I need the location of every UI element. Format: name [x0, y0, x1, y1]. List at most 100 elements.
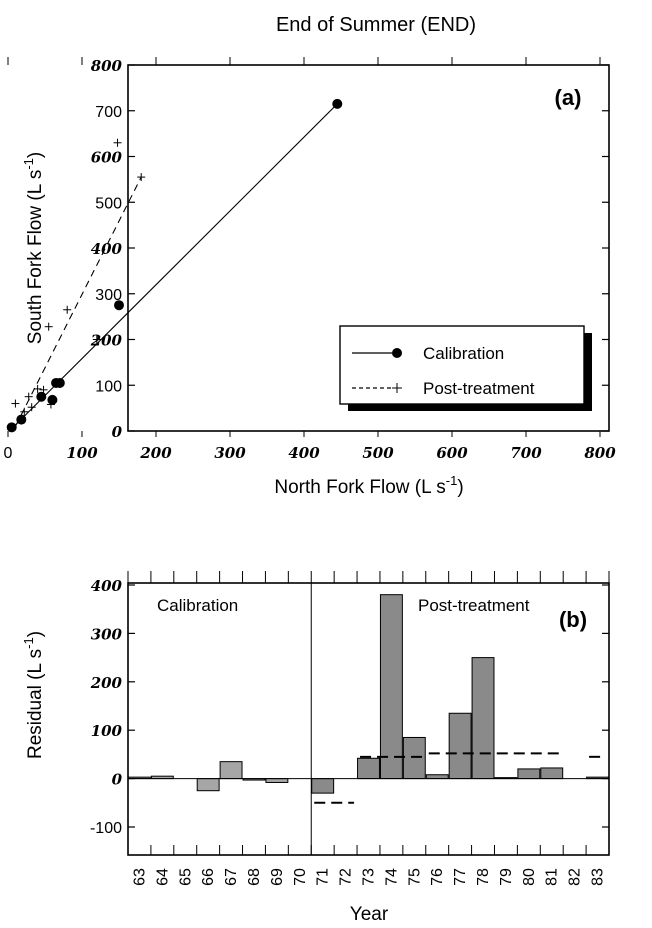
y-tick-label-b: 200 — [90, 674, 123, 692]
legend-post-treatment-label: Post-treatment — [423, 379, 535, 398]
year-label-81: 81 — [544, 868, 561, 886]
bar-73 — [357, 757, 380, 780]
x-tick-label-a: 300 — [214, 444, 246, 462]
legend-box — [339, 325, 585, 405]
y-tick-label-b: -100 — [90, 820, 122, 837]
post-treatment-fit-line — [14, 176, 142, 427]
year-label-72: 72 — [338, 868, 355, 886]
axis-ticks-a — [7, 57, 609, 437]
post-treatment-point — [11, 399, 20, 408]
year-label-69: 69 — [269, 868, 286, 886]
bar-77 — [448, 712, 472, 780]
bar-67 — [219, 761, 243, 780]
panel-label-b: (b) — [559, 607, 587, 632]
y-tick-label-a: 100 — [95, 378, 122, 395]
bar-71 — [311, 778, 335, 794]
legend-calibration-marker — [392, 348, 402, 358]
calibration-point — [114, 300, 124, 311]
y-tick-label-a: 0 — [112, 423, 123, 441]
year-label-83: 83 — [590, 868, 607, 886]
post-treatment-point — [63, 305, 72, 314]
chart-title: End of Summer (END) — [276, 14, 476, 36]
y-tick-label-a: 200 — [90, 332, 123, 350]
data-points-a — [6, 98, 343, 433]
axis-ticks-b — [127, 571, 610, 855]
calibration-point — [54, 377, 65, 388]
year-label-67: 67 — [223, 868, 240, 886]
calibration-point — [6, 422, 17, 433]
post-treatment-point — [92, 335, 101, 344]
year-tick-labels: 63 64 65 66 67 68 69 70 71 72 73 74 75 76 77 78 79 80 81 82… — [131, 868, 606, 886]
bar-66 — [196, 778, 220, 792]
year-label-75: 75 — [406, 868, 423, 886]
year-label-76: 76 — [429, 868, 446, 886]
y-tick-label-a: 500 — [95, 195, 122, 212]
x-tick-labels-a: 0 100 200 300 400 500 600 700 800 — [4, 444, 617, 462]
post-treatment-point — [39, 385, 48, 394]
calibration-point — [47, 394, 58, 405]
y-tick-labels-b: -100 0 100 200 300 400 — [90, 577, 123, 837]
calibration-point — [16, 414, 27, 425]
panel-b-bars: -100 0 100 200 300 400 63 64 65 66 67 68 69 70 71 72 73… — [21, 571, 610, 925]
year-label-74: 74 — [383, 868, 400, 886]
x-tick-label-a: 400 — [288, 444, 320, 462]
x-tick-label-a: 500 — [362, 444, 394, 462]
y-tick-label-a: 600 — [91, 149, 123, 167]
post-treatment-point — [46, 400, 55, 409]
bar-80 — [517, 768, 541, 780]
bar-75 — [402, 736, 426, 780]
y-tick-label-a: 700 — [95, 104, 122, 121]
post-treatment-point — [44, 322, 53, 331]
y-tick-label-a: 800 — [91, 57, 123, 75]
post-treatment-point — [20, 407, 29, 416]
x-tick-label-a: 0 — [4, 445, 13, 462]
post-treatment-point — [33, 384, 42, 393]
post-treatment-point — [137, 173, 146, 182]
year-label-77: 77 — [452, 868, 469, 886]
panel-label-a: (a) — [555, 85, 582, 110]
year-label-78: 78 — [475, 868, 492, 886]
x-tick-label-a: 100 — [66, 444, 98, 462]
legend-post-treatment-marker — [392, 383, 402, 393]
fit-lines-a — [11, 103, 338, 430]
year-label-70: 70 — [292, 868, 309, 886]
year-label-68: 68 — [246, 868, 263, 886]
year-label-73: 73 — [361, 868, 378, 886]
y-tick-labels-a: 0 100 200 300 400 500 600 700 800 — [90, 57, 123, 441]
y-axis-label-b: Residual (L s-1) — [21, 631, 46, 759]
legend-calibration-label: Calibration — [423, 344, 504, 363]
region-label-calibration: Calibration — [157, 596, 238, 615]
year-label-79: 79 — [498, 868, 515, 886]
year-label-65: 65 — [177, 868, 194, 886]
calibration-point — [36, 391, 47, 402]
x-axis-label-a: North Fork Flow (L s-1) — [274, 473, 463, 498]
bar-81 — [540, 767, 564, 780]
year-label-66: 66 — [200, 868, 217, 886]
y-tick-label-b: 100 — [91, 722, 123, 740]
x-tick-label-a: 800 — [584, 444, 616, 462]
mean-lines — [314, 752, 606, 804]
bar-69 — [265, 778, 289, 783]
year-label-64: 64 — [154, 868, 171, 886]
year-label-82: 82 — [567, 868, 584, 886]
year-label-80: 80 — [521, 868, 538, 886]
calibration-fit-line — [11, 103, 338, 430]
calibration-point — [332, 98, 343, 109]
x-axis-label-b: Year — [350, 904, 389, 925]
bar-76 — [425, 774, 449, 780]
x-tick-label-a: 600 — [436, 444, 468, 462]
y-axis-label-a: South Fork Flow (L s-1) — [21, 152, 46, 344]
y-tick-label-b: 400 — [91, 577, 123, 595]
year-label-71: 71 — [315, 868, 332, 886]
year-label-63: 63 — [131, 868, 148, 886]
y-tick-label-b: 300 — [91, 625, 123, 643]
residual-bars — [128, 594, 609, 794]
bar-78 — [471, 657, 495, 780]
region-label-post-treatment: Post-treatment — [418, 596, 530, 615]
x-tick-label-a: 200 — [139, 444, 172, 462]
x-tick-label-a: 700 — [510, 444, 542, 462]
panel-a-scatter: End of Summer (END) 0 100 200 300 400 500 600 7… — [4, 14, 617, 498]
y-tick-label-a: 300 — [95, 287, 122, 304]
bar-74 — [379, 594, 403, 780]
